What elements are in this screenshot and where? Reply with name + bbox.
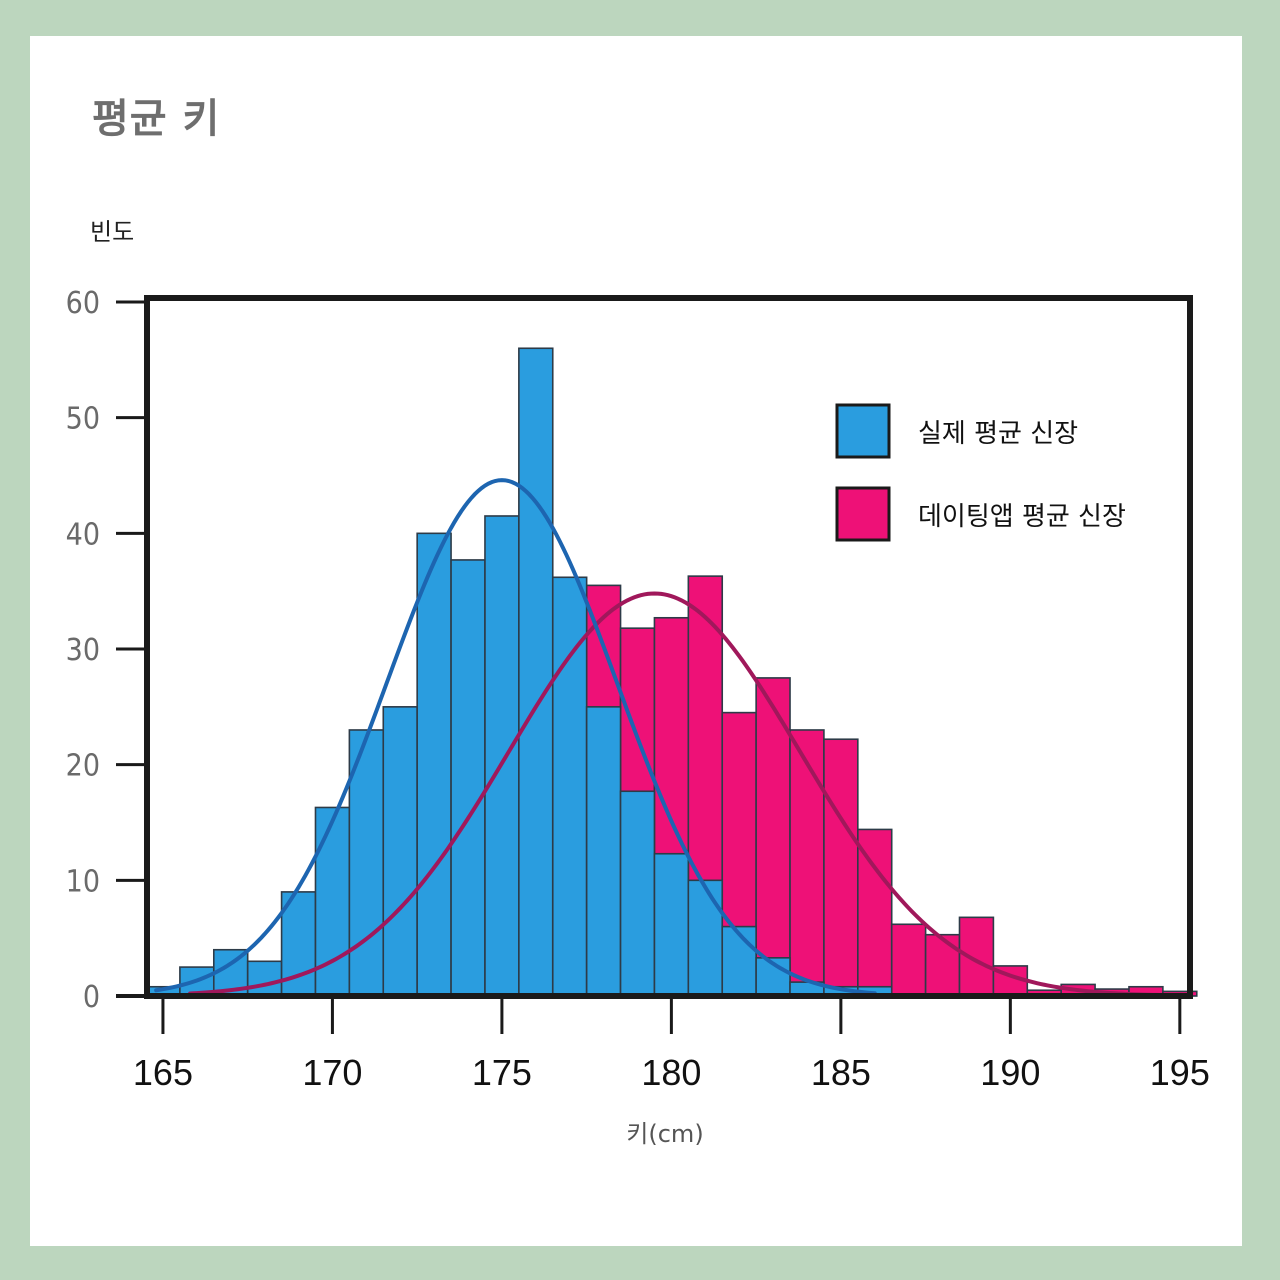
y-tick-label: 40 [66, 517, 100, 552]
histogram-bar [416, 532, 452, 997]
histogram-bar [382, 706, 418, 997]
chart-title: 평균 키 [92, 96, 221, 142]
y-tick-label: 10 [66, 864, 100, 899]
x-tick-label: 185 [811, 1052, 871, 1093]
legend-label: 데이팅앱 평균 신장 [918, 502, 1126, 532]
x-tick-label: 195 [1150, 1052, 1210, 1093]
actual-fit-curve [154, 478, 877, 996]
y-tick-label: 0 [83, 980, 100, 1015]
legend-label: 실제 평균 신장 [918, 419, 1078, 449]
x-tick-label: 180 [641, 1052, 701, 1093]
y-tick-label: 50 [66, 402, 100, 437]
histogram-bar [721, 925, 757, 997]
histogram-bar [518, 347, 554, 997]
series-actual-bars [145, 347, 893, 997]
x-axis: 165 170 175 180 185 190 195 [116, 994, 1210, 1093]
histogram-bar [924, 933, 961, 997]
histogram-bar [450, 559, 486, 997]
dating-app-fit-curve [188, 591, 1179, 998]
histogram-bar [755, 677, 791, 997]
histogram-bar [653, 852, 690, 997]
histogram-bar [619, 790, 656, 997]
x-tick-label: 190 [980, 1052, 1040, 1093]
x-tick-label: 170 [302, 1052, 362, 1093]
x-tick-label: 165 [133, 1052, 193, 1093]
histogram-bar [551, 576, 588, 997]
histogram-bar [857, 828, 893, 997]
histogram-bar [789, 729, 825, 997]
x-axis-label: 키(cm) [626, 1120, 703, 1148]
histogram-bar [823, 738, 859, 997]
fit-curves [154, 478, 1179, 998]
histogram-bar [958, 916, 995, 997]
x-tick-label: 175 [472, 1052, 532, 1093]
y-axis: 0 10 20 30 40 50 60 [66, 286, 147, 1015]
legend-swatch [835, 486, 891, 542]
y-tick-label: 30 [66, 633, 100, 668]
histogram-bar [246, 960, 283, 997]
histogram-bar [890, 923, 927, 997]
y-tick-label: 20 [66, 749, 100, 784]
y-axis-label: 빈도 [90, 218, 135, 246]
y-tick-label: 60 [66, 286, 100, 321]
histogram-bar [755, 957, 791, 997]
histogram-bar [484, 515, 520, 997]
legend-swatch [835, 403, 891, 459]
histogram-bar [585, 706, 622, 997]
histogram-bar [687, 879, 724, 997]
